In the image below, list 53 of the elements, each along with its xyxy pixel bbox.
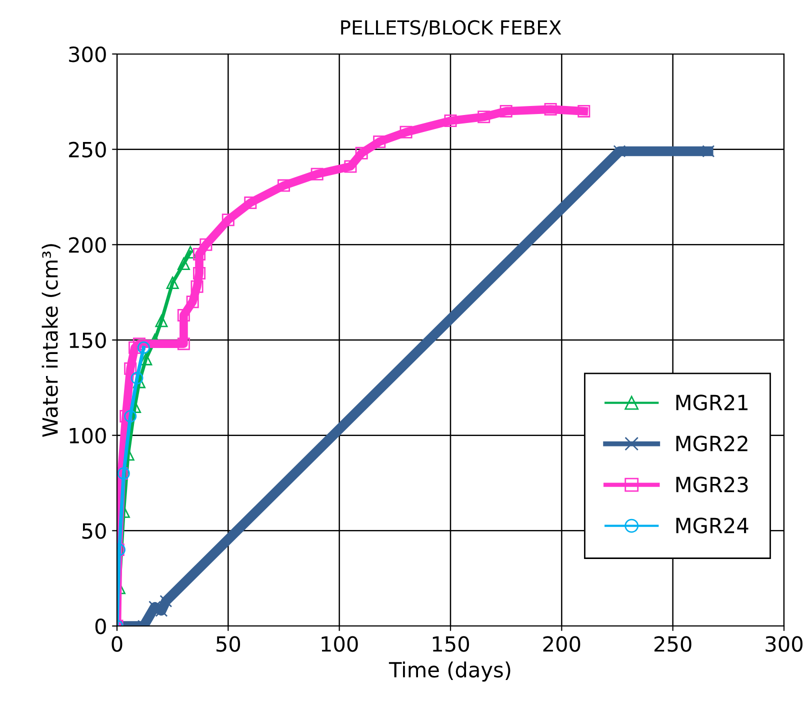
point (190, 280, 204, 293)
legend-label: MGR22 (676, 436, 748, 452)
point (166, 276, 179, 290)
x-axis-title: Time (days) (388, 661, 510, 682)
point (155, 314, 168, 328)
point (310, 168, 324, 180)
x-tick-label: 50 (216, 636, 240, 652)
point (184, 246, 197, 259)
point (193, 267, 206, 280)
point (177, 308, 190, 322)
point (177, 257, 190, 270)
y-tick-label: 100 (70, 428, 106, 444)
legend-label: MGR24 (676, 518, 748, 534)
y-tick-label: 250 (69, 142, 106, 158)
point (130, 372, 144, 384)
y-tick-label: 200 (69, 237, 106, 253)
y-axis-title: Water intake (cm³) (42, 244, 60, 437)
point (544, 103, 557, 116)
point (186, 296, 199, 308)
point (222, 214, 234, 226)
x-tick-label: 300 (766, 636, 802, 652)
point (355, 146, 368, 160)
point (128, 341, 142, 354)
point (278, 179, 290, 192)
point (500, 104, 512, 118)
point (444, 114, 457, 127)
point (244, 196, 257, 209)
point (137, 341, 150, 354)
point (177, 338, 190, 350)
x-tick-label: 150 (432, 636, 469, 652)
point (578, 104, 590, 118)
legend-label: MGR21 (676, 394, 748, 410)
y-tick-label: 50 (82, 523, 106, 539)
point (478, 110, 490, 124)
point (344, 160, 357, 173)
x-tick-label: 0 (112, 636, 122, 652)
point (373, 135, 386, 148)
x-tick-label: 200 (543, 636, 580, 652)
point (193, 248, 206, 260)
point (200, 238, 212, 251)
y-tick-label: 150 (70, 332, 106, 348)
y-tick-label: 300 (69, 46, 106, 62)
point (702, 144, 715, 158)
legend-label: MGR23 (676, 476, 748, 492)
chart-title: PELLETS/BLOCK FEBEX (341, 20, 562, 36)
point (613, 144, 626, 158)
point (124, 362, 137, 375)
point (400, 126, 412, 138)
point (124, 410, 137, 423)
y-tick-label: 0 (95, 618, 106, 634)
x-tick-label: 100 (322, 636, 358, 652)
x-tick-label: 250 (654, 636, 692, 652)
point (160, 594, 172, 608)
